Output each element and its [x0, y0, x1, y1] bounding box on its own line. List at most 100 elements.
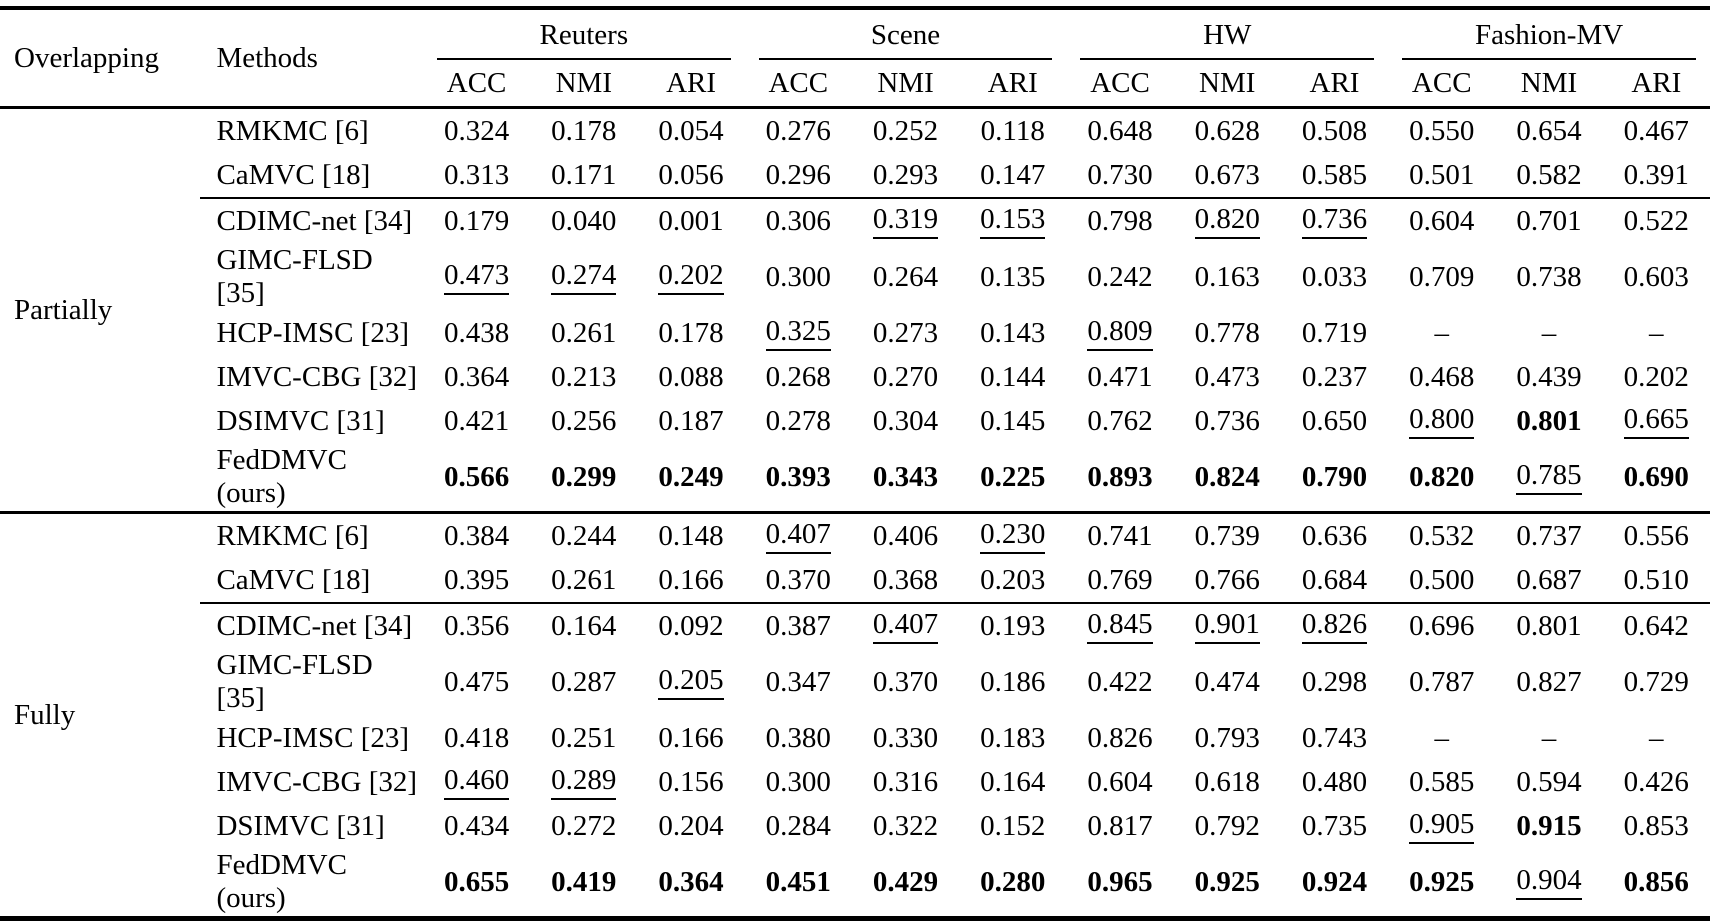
metric-value-cell: 0.827 — [1495, 648, 1602, 716]
metric-value: 0.845 — [1087, 609, 1153, 644]
metric-value: 0.856 — [1623, 865, 1689, 898]
metric-value-cell: 0.719 — [1281, 311, 1388, 355]
metric-value-cell: 0.230 — [959, 511, 1067, 558]
metric-value-cell: 0.820 — [1173, 197, 1281, 243]
metric-value-cell: 0.550 — [1388, 108, 1495, 154]
metric-value: 0.186 — [980, 665, 1046, 698]
metric-value: 0.033 — [1301, 260, 1368, 293]
metric-value: 0.743 — [1301, 721, 1368, 754]
metric-header-ari: ARI — [959, 60, 1067, 109]
metric-value-cell: 0.439 — [1495, 355, 1602, 399]
metric-value: 0.202 — [658, 260, 724, 295]
metric-value-cell: 0.313 — [423, 153, 530, 198]
metric-value: 0.434 — [443, 809, 510, 842]
method-name: DSIMVC [31] — [216, 404, 385, 437]
metric-value: 0.735 — [1301, 809, 1368, 842]
metric-value-cell: 0.225 — [959, 443, 1066, 513]
metric-value: 0.820 — [1409, 460, 1475, 493]
metric-value-cell: 0.594 — [1495, 760, 1602, 804]
table-row: CaMVC [18] 0.313 0.171 0.056 0.296 0.293 0.147… — [0, 153, 1710, 198]
metric-value: 0.088 — [658, 360, 724, 393]
metric-value-cell: 0.322 — [852, 804, 959, 848]
metric-value: 0.225 — [980, 460, 1046, 493]
metric-value-cell: 0.274 — [530, 243, 637, 311]
metric-value: – — [1434, 316, 1449, 349]
dataset-header-label: Fashion-MV — [1474, 18, 1624, 51]
dataset-header-hw: HW — [1066, 8, 1388, 60]
metric-value-cell: 0.183 — [959, 716, 1066, 760]
metric-value: 0.603 — [1623, 260, 1689, 293]
metric-value: 0.163 — [1194, 260, 1260, 293]
metric-header-nmi: NMI — [1495, 60, 1603, 109]
metric-value-cell: 0.654 — [1495, 108, 1602, 154]
metric-value: 0.582 — [1516, 158, 1582, 191]
dataset-header-scene: Scene — [745, 8, 1067, 60]
method-name: CDIMC-net [34] — [200, 602, 423, 648]
metric-value-cell: 0.306 — [744, 197, 852, 243]
metric-value-cell: 0.925 — [1174, 848, 1281, 919]
metric-value-cell: 0.356 — [422, 602, 531, 648]
method-name: FedDMVC (ours) — [216, 849, 347, 914]
table-row: IMVC-CBG [32] 0.364 0.213 0.088 0.268 0.270 0.… — [0, 355, 1710, 399]
metric-value-cell: 0.407 — [851, 602, 960, 648]
metric-value-cell: 0.429 — [852, 848, 959, 919]
metric-value-cell: 0.809 — [1066, 311, 1173, 355]
metric-value: 0.313 — [443, 158, 510, 191]
metric-value-cell: 0.393 — [745, 443, 852, 513]
dataset-header-reuters: Reuters — [423, 8, 745, 60]
metric-value: 0.762 — [1087, 404, 1153, 437]
method-name: HCP-IMSC [23] — [216, 721, 410, 754]
metric-value: 0.684 — [1301, 563, 1368, 596]
metric-value: 0.650 — [1301, 404, 1368, 437]
metric-value: 0.915 — [1516, 809, 1582, 842]
metric-value-cell: 0.298 — [1281, 648, 1388, 716]
metric-value: 0.144 — [980, 360, 1046, 393]
metric-value-cell: 0.179 — [422, 197, 531, 243]
metric-value-cell: 0.709 — [1388, 243, 1495, 311]
metric-value: 0.370 — [872, 665, 939, 698]
metric-value-cell: 0.368 — [852, 558, 959, 603]
metric-value-cell: 0.251 — [530, 716, 637, 760]
metric-value: 0.642 — [1623, 609, 1689, 642]
metric-value: 0.272 — [551, 809, 617, 842]
metric-value: 0.268 — [765, 360, 831, 393]
metric-value: 0.467 — [1623, 114, 1689, 147]
metric-value-cell: 0.965 — [1066, 848, 1173, 919]
metric-value-cell: 0.845 — [1066, 602, 1174, 648]
metric-value-cell: 0.204 — [637, 804, 744, 848]
metric-value: 0.152 — [980, 809, 1046, 842]
metric-value: 0.800 — [1409, 404, 1475, 439]
metric-header-nmi: NMI — [851, 60, 960, 109]
metric-value-cell: 0.261 — [530, 311, 637, 355]
metric-value: 0.824 — [1194, 460, 1260, 493]
metric-value-cell: 0.203 — [959, 558, 1066, 603]
metric-value: 0.166 — [658, 721, 724, 754]
metric-value-cell: 0.316 — [852, 760, 959, 804]
metric-value: 0.585 — [1409, 765, 1475, 798]
metric-value: 0.739 — [1194, 519, 1260, 552]
metric-value: 0.904 — [1516, 865, 1582, 900]
metric-value: 0.118 — [980, 114, 1045, 147]
metric-value: 0.709 — [1409, 260, 1475, 293]
metric-value-cell: – — [1603, 311, 1710, 355]
metric-value: 0.056 — [658, 158, 724, 191]
metric-value: – — [1649, 316, 1664, 349]
metric-value-cell: 0.905 — [1388, 804, 1495, 848]
metric-value-cell: 0.701 — [1495, 197, 1603, 243]
metric-value-cell: 0.915 — [1495, 804, 1602, 848]
metric-value: 0.166 — [658, 563, 724, 596]
metric-value: 0.270 — [872, 360, 939, 393]
metric-value-cell: 0.603 — [1603, 243, 1710, 311]
metric-value: 0.242 — [1087, 260, 1153, 293]
metric-value: 0.370 — [765, 563, 831, 596]
metric-value: 0.965 — [1087, 865, 1153, 898]
metric-value-cell: 0.817 — [1066, 804, 1173, 848]
metric-value-cell: 0.118 — [959, 108, 1066, 154]
metric-value: 0.853 — [1623, 809, 1689, 842]
metric-value-cell: 0.193 — [959, 602, 1067, 648]
metric-value: 0.604 — [1087, 765, 1153, 798]
metric-value-cell: 0.237 — [1281, 355, 1388, 399]
metric-value-cell: 0.673 — [1174, 153, 1281, 198]
metric-value-cell: 0.152 — [959, 804, 1066, 848]
metric-value: 0.284 — [765, 809, 831, 842]
